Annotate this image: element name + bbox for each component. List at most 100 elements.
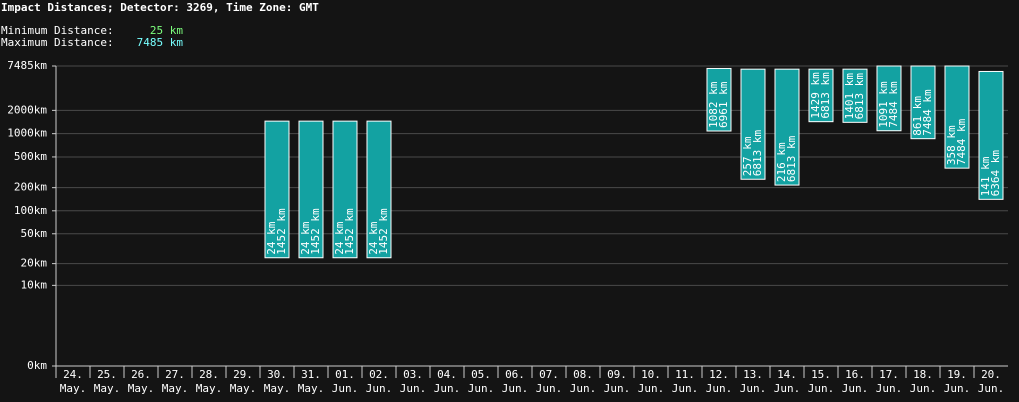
x-tick-label: May. — [196, 382, 223, 395]
x-tick-label: 07. — [539, 368, 559, 381]
bar-label: 257 km — [741, 136, 754, 176]
x-tick-label: Jun. — [366, 382, 393, 395]
x-tick-label: May. — [60, 382, 87, 395]
bar-label: 6961 km — [717, 81, 730, 128]
bar-label: 6813 km — [819, 72, 832, 119]
x-tick-label: Jun. — [978, 382, 1005, 395]
bar-label: 6364 km — [989, 150, 1002, 197]
x-tick-label: Jun. — [400, 382, 427, 395]
min-label: Minimum Distance: — [1, 24, 114, 37]
bar — [944, 65, 970, 169]
bar-label: 1452 km — [309, 208, 322, 255]
x-tick-label: 11. — [675, 368, 695, 381]
x-tick-label: May. — [264, 382, 291, 395]
y-tick-label: 100km — [14, 204, 47, 217]
bar-label: 7484 km — [921, 89, 934, 136]
y-tick-label: 7485km — [7, 59, 47, 72]
x-tick-label: Jun. — [434, 382, 461, 395]
y-tick-label: 200km — [14, 181, 47, 194]
bar-label: 861 km — [911, 96, 924, 136]
x-tick-label: 27. — [165, 368, 185, 381]
x-tick-label: Jun. — [570, 382, 597, 395]
bar-label: 1429 km — [809, 72, 822, 119]
bar-label: 1091 km — [877, 81, 890, 128]
y-tick-label: 20km — [21, 257, 48, 270]
x-tick-label: May. — [162, 382, 189, 395]
max-label: Maximum Distance: — [1, 36, 114, 49]
max-value: 7485 km — [137, 36, 184, 49]
bar-label: 24 km — [367, 221, 380, 254]
y-tick-label: 50km — [21, 227, 48, 240]
bar-label: 1452 km — [275, 208, 288, 255]
bar — [264, 120, 290, 259]
x-tick-label: 09. — [607, 368, 627, 381]
bar-label: 358 km — [945, 125, 958, 165]
bar-label: 216 km — [775, 142, 788, 182]
bar-label: 24 km — [333, 221, 346, 254]
x-tick-label: 18. — [913, 368, 933, 381]
x-tick-label: Jun. — [502, 382, 529, 395]
x-tick-label: 28. — [199, 368, 219, 381]
chart-title: Impact Distances; Detector: 3269, Time Z… — [1, 1, 319, 14]
x-tick-label: Jun. — [808, 382, 835, 395]
bar — [298, 120, 324, 259]
bar — [366, 120, 392, 259]
y-tick-label: 2000km — [7, 103, 47, 116]
x-tick-label: 14. — [777, 368, 797, 381]
x-tick-label: 24. — [63, 368, 83, 381]
x-tick-label: 26. — [131, 368, 151, 381]
x-tick-label: 31. — [301, 368, 321, 381]
x-tick-label: 01. — [335, 368, 355, 381]
bar-label: 6813 km — [785, 135, 798, 182]
x-tick-label: 15. — [811, 368, 831, 381]
x-tick-label: 30. — [267, 368, 287, 381]
x-tick-label: 08. — [573, 368, 593, 381]
x-tick-label: 13. — [743, 368, 763, 381]
min-value: 25 km — [150, 24, 183, 37]
x-tick-label: 16. — [845, 368, 865, 381]
bar — [808, 68, 834, 123]
x-tick-label: 20. — [981, 368, 1001, 381]
x-tick-label: Jun. — [638, 382, 665, 395]
bar-label: 24 km — [265, 221, 278, 254]
bar — [978, 70, 1004, 200]
x-tick-label: Jun. — [876, 382, 903, 395]
bar — [842, 68, 868, 123]
x-tick-label: Jun. — [740, 382, 767, 395]
bar-label: 7484 km — [955, 118, 968, 165]
bar-label: 141 km — [979, 156, 992, 196]
x-tick-label: Jun. — [842, 382, 869, 395]
x-tick-label: May. — [298, 382, 325, 395]
bar-label: 1082 km — [707, 81, 720, 128]
x-tick-label: Jun. — [910, 382, 937, 395]
bar — [774, 68, 800, 186]
bar — [876, 65, 902, 132]
x-tick-label: Jun. — [944, 382, 971, 395]
bar — [740, 68, 766, 180]
x-tick-label: May. — [230, 382, 257, 395]
bar-label: 1452 km — [343, 208, 356, 255]
x-tick-label: Jun. — [536, 382, 563, 395]
bar-label: 6813 km — [853, 73, 866, 120]
x-tick-label: 17. — [879, 368, 899, 381]
x-tick-label: 29. — [233, 368, 253, 381]
bar-label: 6813 km — [751, 130, 764, 177]
x-tick-label: Jun. — [468, 382, 495, 395]
x-tick-label: 19. — [947, 368, 967, 381]
x-tick-label: 06. — [505, 368, 525, 381]
y-tick-label: 500km — [14, 150, 47, 163]
x-tick-label: Jun. — [706, 382, 733, 395]
y-tick-label: 1000km — [7, 127, 47, 140]
x-tick-label: May. — [128, 382, 155, 395]
x-tick-label: 25. — [97, 368, 117, 381]
bar — [332, 120, 358, 259]
x-tick-label: 05. — [471, 368, 491, 381]
x-tick-label: Jun. — [774, 382, 801, 395]
bar-label: 7484 km — [887, 81, 900, 128]
x-tick-label: 03. — [403, 368, 423, 381]
bar-label: 1452 km — [377, 208, 390, 255]
x-tick-label: Jun. — [332, 382, 359, 395]
